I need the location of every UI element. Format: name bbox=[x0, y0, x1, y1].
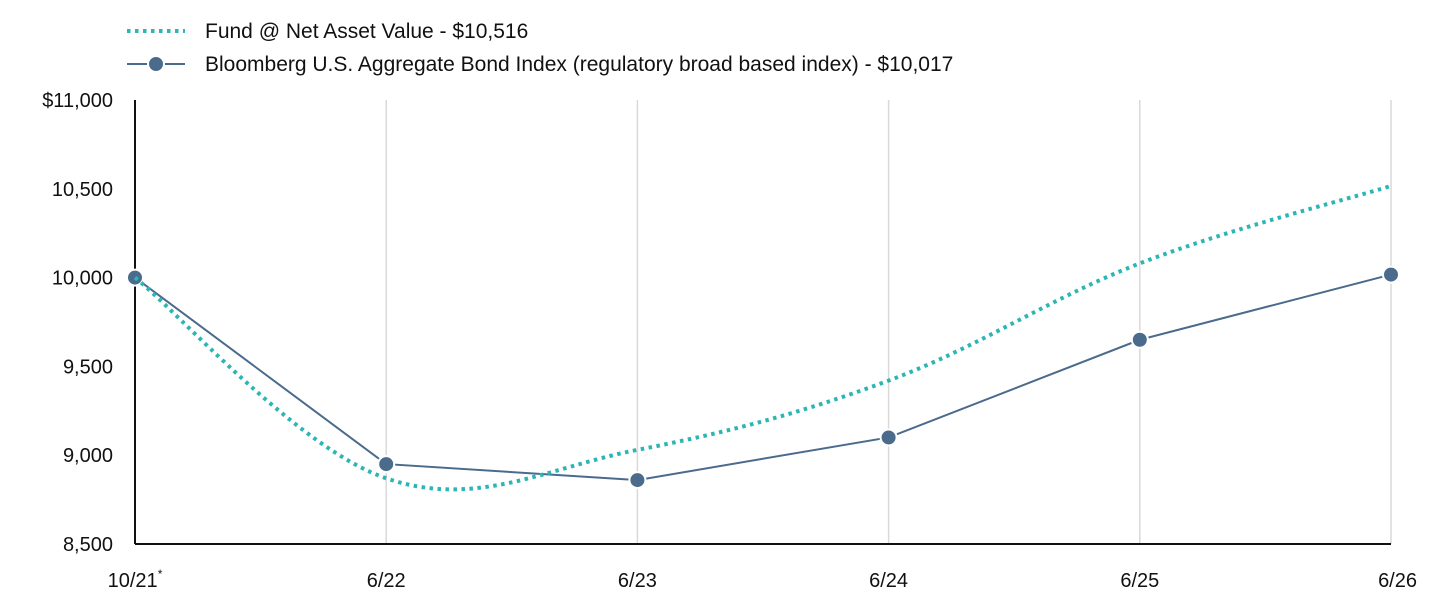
y-tick-label: 10,000 bbox=[52, 268, 113, 290]
legend-marker-bloomberg-index bbox=[147, 55, 165, 73]
x-tick-label: 6/24 bbox=[869, 570, 908, 592]
series-line-fund-nav bbox=[133, 184, 1392, 492]
x-tick-label: 6/23 bbox=[618, 570, 657, 592]
legend-label-bloomberg-index: Bloomberg U.S. Aggregate Bond Index (reg… bbox=[205, 53, 953, 76]
y-tick-label: 9,500 bbox=[63, 356, 113, 378]
legend-label-fund-nav: Fund @ Net Asset Value - $10,516 bbox=[205, 20, 528, 43]
data-point-bloomberg-index-6-26 bbox=[1382, 265, 1400, 284]
grid-lines bbox=[385, 100, 1392, 544]
series-layer bbox=[126, 184, 1400, 492]
data-point-bloomberg-index-6-23 bbox=[628, 471, 647, 490]
data-point-bloomberg-index-6-24 bbox=[879, 428, 898, 447]
y-tick-label: 10,500 bbox=[52, 179, 113, 201]
x-tick-footnote-marker: * bbox=[158, 567, 163, 581]
series-line-bloomberg-index bbox=[134, 273, 1392, 482]
x-tick-label: 6/26 bbox=[1378, 570, 1417, 592]
data-point-bloomberg-index-6-22 bbox=[377, 455, 396, 474]
data-point-bloomberg-index-6-25 bbox=[1130, 330, 1149, 349]
y-tick-label: 9,000 bbox=[63, 445, 113, 467]
x-tick-label: 6/22 bbox=[367, 570, 406, 592]
axes: 8,500 9,000 9,500 10,000 10,500 $11,000 10/21*… bbox=[42, 90, 1417, 592]
y-tick-label: 8,500 bbox=[63, 534, 113, 556]
x-tick-label: 6/25 bbox=[1120, 570, 1159, 592]
legend: Fund @ Net Asset Value - $10,516 Bloomber… bbox=[127, 20, 953, 76]
y-tick-label: $11,000 bbox=[42, 90, 113, 112]
x-tick-label: 10/21* bbox=[108, 567, 163, 592]
